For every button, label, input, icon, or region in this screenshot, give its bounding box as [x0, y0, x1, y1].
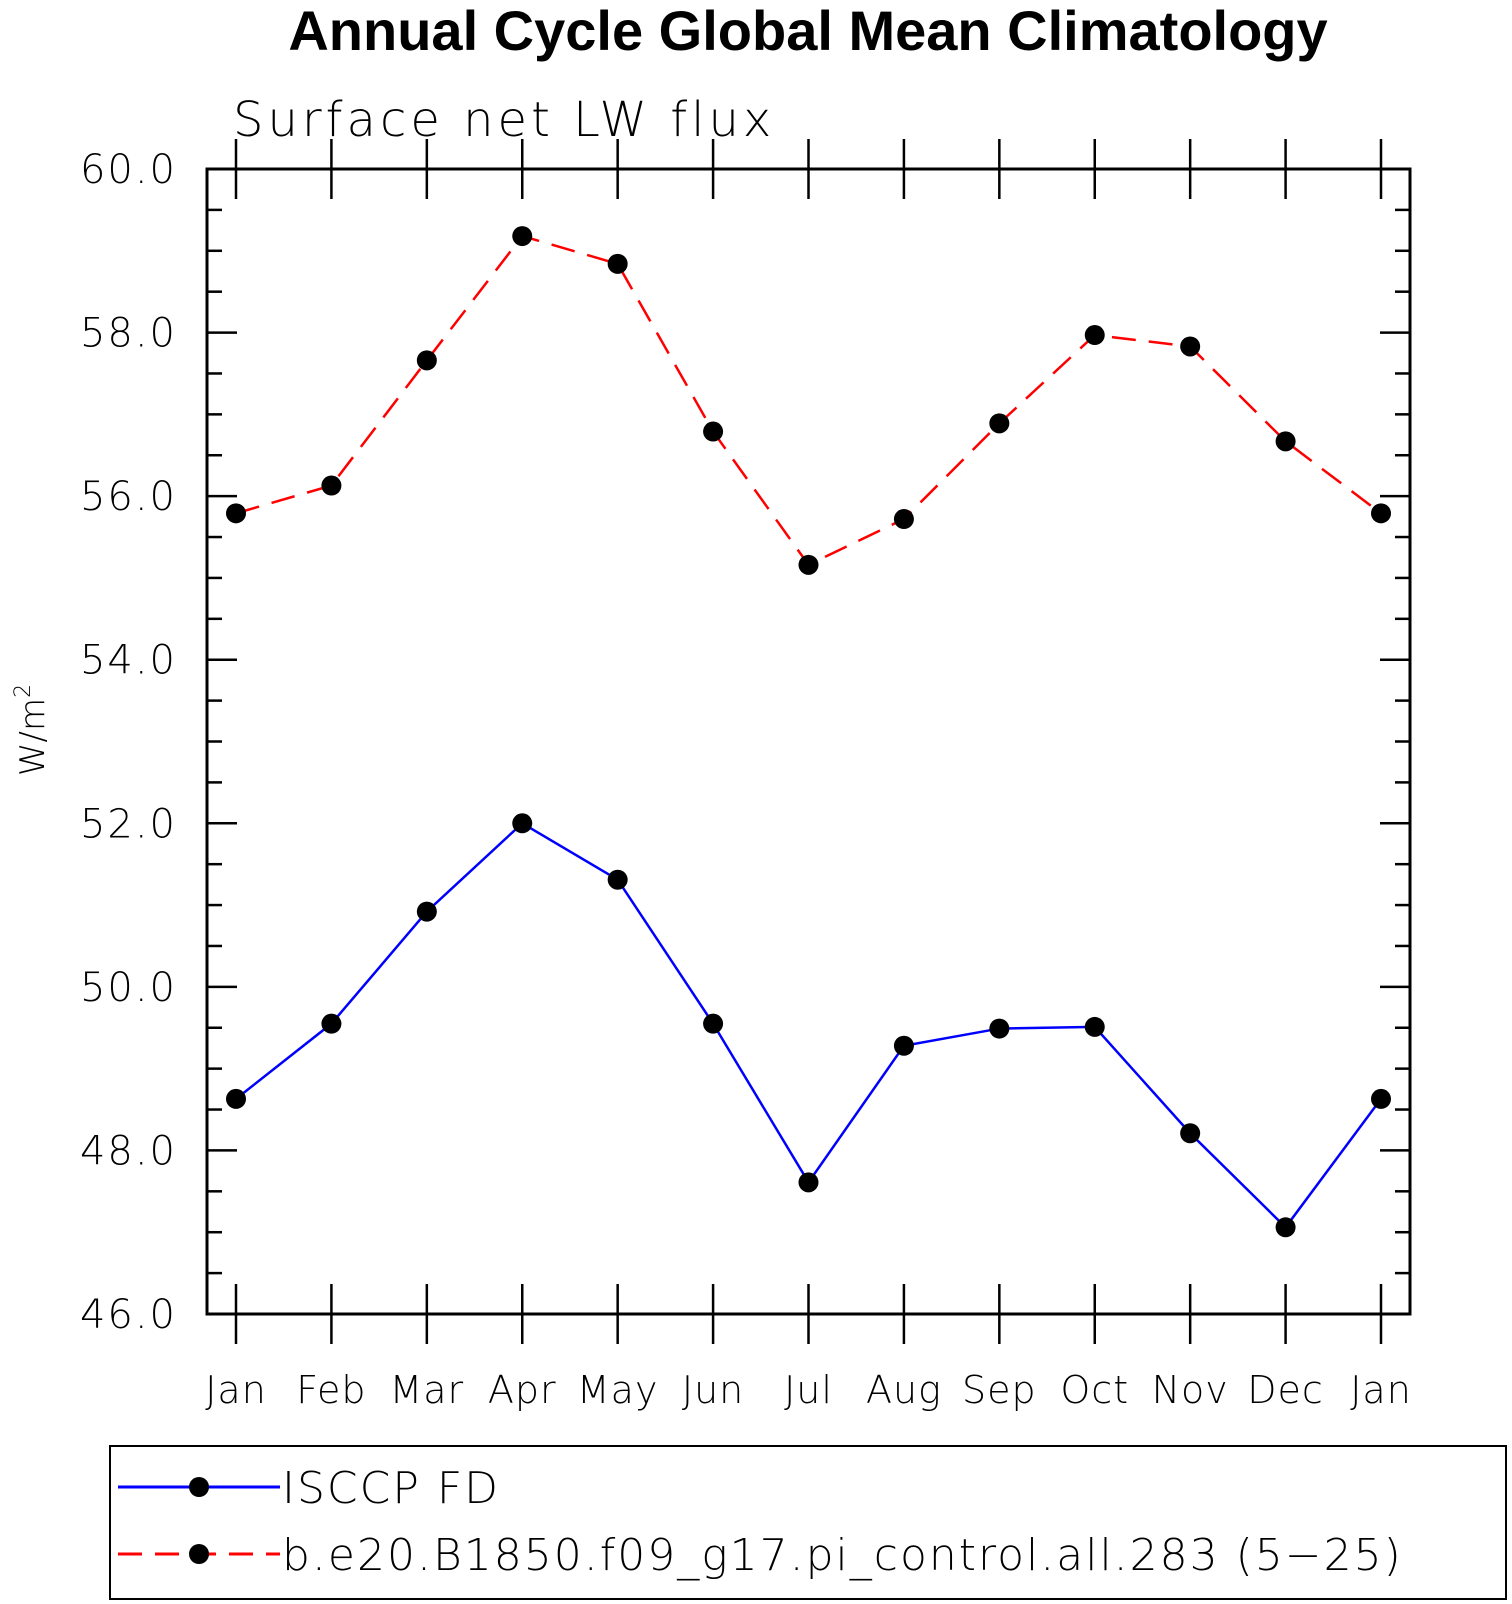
- y-axis-label-main: W/m: [13, 698, 53, 776]
- series-1-point: [798, 554, 819, 575]
- chart-title: Annual Cycle Global Mean Climatology: [288, 0, 1327, 62]
- series-1-point: [703, 421, 724, 442]
- series-0-point: [1084, 1016, 1105, 1037]
- x-tick-label: May: [577, 1368, 659, 1412]
- x-tick-label: Jul: [784, 1368, 833, 1412]
- series-0-point: [1275, 1217, 1296, 1238]
- x-tick-label: Apr: [488, 1368, 557, 1412]
- series-0-point: [703, 1013, 724, 1034]
- x-tick-label: Sep: [962, 1368, 1037, 1412]
- y-tick-label: 48.0: [80, 1128, 177, 1174]
- series-1-point: [512, 226, 533, 247]
- legend-marker-isccp-fd: [189, 1477, 209, 1497]
- series-0-point: [989, 1018, 1010, 1039]
- y-axis-label-superscript: 2: [11, 684, 36, 698]
- x-tick-label: Jan: [1350, 1368, 1412, 1412]
- series-1-point: [226, 503, 246, 524]
- legend-label-model: b.e20.B1850.f09_g17.pi_control.all.283 (…: [282, 1530, 1403, 1581]
- x-tick-label: Jun: [682, 1368, 744, 1412]
- legend-label-isccp-fd: ISCCP FD: [282, 1463, 500, 1514]
- y-tick-label: 50.0: [80, 965, 177, 1011]
- x-tick-label: Jan: [205, 1368, 267, 1412]
- x-tick-labels: Jan Feb Mar Apr May Jun Jul Aug Sep Oct Nov Dec Jan: [205, 1368, 1412, 1412]
- series-0-point: [321, 1013, 342, 1034]
- series-1-point: [1275, 431, 1296, 452]
- series-line-1: [235, 234, 1382, 567]
- x-tick-label: Feb: [296, 1368, 366, 1412]
- series-1-point: [1371, 503, 1391, 524]
- x-tick-label: Mar: [389, 1368, 464, 1412]
- legend-marker-model: [189, 1544, 209, 1564]
- x-tick-label: Aug: [866, 1368, 942, 1412]
- y-tick-label: 54.0: [80, 638, 177, 684]
- x-tick-label: Oct: [1060, 1368, 1129, 1412]
- chart-subtitle: Surface net LW flux: [233, 92, 775, 148]
- y-tick-label: 58.0: [80, 311, 177, 357]
- series-1-point: [893, 509, 914, 530]
- series-0-point: [798, 1172, 819, 1193]
- y-tick-labels: 46.0 48.0 50.0 52.0 54.0 56.0 58.0 60.0: [80, 147, 177, 1338]
- y-tick-label: 46.0: [80, 1292, 177, 1338]
- series-1-point: [989, 413, 1010, 434]
- series-0-point: [607, 869, 628, 890]
- series-0-point: [226, 1088, 246, 1109]
- legend-box: [109, 1445, 1507, 1600]
- y-tick-label: 52.0: [80, 801, 177, 847]
- series-1-point: [416, 350, 437, 371]
- series-0-point: [893, 1035, 914, 1056]
- plot-frame: [205, 167, 1412, 1316]
- y-tick-label: 60.0: [80, 147, 177, 193]
- y-tick-label: 56.0: [80, 474, 177, 520]
- series-0-point: [1180, 1123, 1201, 1144]
- series-0-point: [416, 901, 437, 922]
- series-layer: [226, 226, 1391, 1238]
- series-0-point: [512, 813, 533, 834]
- series-line-0: [235, 821, 1383, 1230]
- series-0-point: [1371, 1088, 1391, 1109]
- y-axis-label: W/m2: [11, 684, 53, 776]
- x-tick-label: Nov: [1152, 1368, 1229, 1412]
- x-tick-label: Dec: [1247, 1368, 1324, 1412]
- plot-axes: [205, 139, 1412, 1344]
- legend: ISCCP FD b.e20.B1850.f09_g17.pi_control.…: [109, 1445, 1507, 1600]
- series-1-point: [607, 253, 628, 274]
- series-1-point: [1180, 336, 1201, 357]
- series-1-point: [1084, 325, 1105, 346]
- series-1-point: [321, 475, 342, 496]
